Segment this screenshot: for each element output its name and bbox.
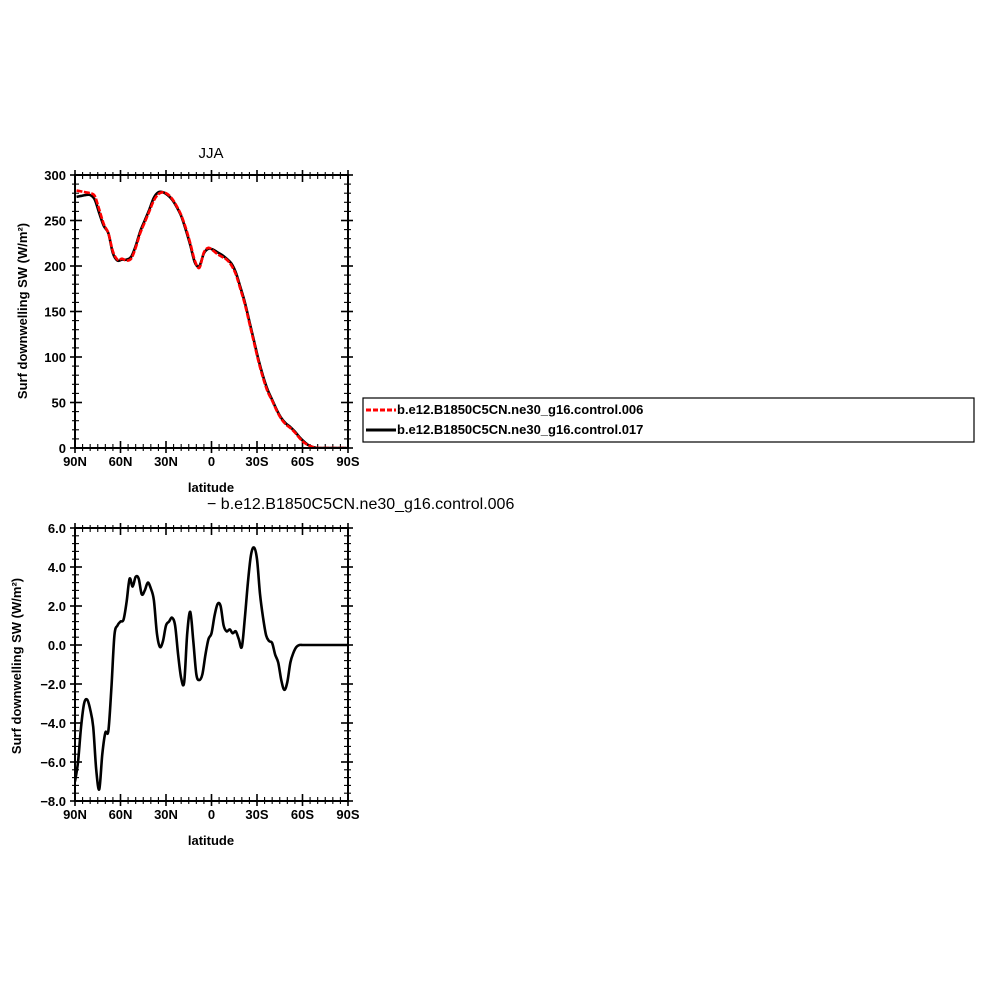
bottom-y-tick-label: 0.0 — [48, 638, 66, 653]
bottom-x-tick-label: 30S — [245, 807, 268, 822]
top-x-tick-label: 0 — [208, 454, 215, 469]
bottom-x-axis-label: latitude — [188, 833, 234, 848]
bottom-y-tick-label: 6.0 — [48, 521, 66, 536]
legend-label-series-1: b.e12.B1850C5CN.ne30_g16.control.006 — [397, 402, 643, 417]
top-y-tick-label: 150 — [44, 305, 66, 320]
bottom-panel: − b.e12.B1850C5CN.ne30_g16.control.006 9… — [9, 496, 514, 848]
top-x-tick-label: 90S — [336, 454, 359, 469]
bottom-x-tick-label: 30N — [154, 807, 178, 822]
top-x-tick-label: 60S — [291, 454, 314, 469]
top-plot-frame — [74, 174, 349, 449]
legend-box — [362, 397, 975, 443]
bottom-y-tick-label: 4.0 — [48, 560, 66, 575]
top-y-tick-label: 250 — [44, 214, 66, 229]
bottom-y-tick-label: −8.0 — [40, 794, 66, 809]
top-y-tick-label: 100 — [44, 350, 66, 365]
bottom-plot-frame — [74, 527, 349, 802]
top-y-axis-label: Surf downwelling SW (W/m²) — [15, 223, 30, 399]
bottom-x-tick-label: 0 — [208, 807, 215, 822]
bottom-y-tick-label: 2.0 — [48, 599, 66, 614]
bottom-chart-subtitle: − b.e12.B1850C5CN.ne30_g16.control.006 — [207, 496, 514, 513]
top-x-tick-label: 90N — [63, 454, 87, 469]
top-y-tick-label: 50 — [52, 396, 66, 411]
top-y-tick-label: 0 — [59, 441, 66, 456]
top-series-line-1 — [76, 189, 347, 448]
top-plot-area: 90N 60N 30N 0 30S 60S 90S 0 50 100 150 200 250 300 — [44, 168, 360, 469]
bottom-y-tick-label: −2.0 — [40, 677, 66, 692]
bottom-y-tick-label: −4.0 — [40, 716, 66, 731]
bottom-x-tick-label: 60S — [291, 807, 314, 822]
bottom-plot-area: 90N 60N 30N 0 30S 60S 90S −8.0 −6.0 −4.0 −2.0 0.0 2.… — [40, 521, 360, 822]
bottom-x-tick-label: 60N — [109, 807, 133, 822]
top-chart-title: JJA — [198, 145, 223, 162]
top-x-axis-label: latitude — [188, 480, 234, 495]
top-y-tick-label: 200 — [44, 259, 66, 274]
top-x-tick-label: 60N — [109, 454, 133, 469]
legend: b.e12.B1850C5CN.ne30_g16.control.006 b.e… — [362, 397, 975, 443]
bottom-x-tick-label: 90N — [63, 807, 87, 822]
top-panel: JJA 90N 60N 30N 0 30S 60S 90S 0 50 100 150 200 250 30… — [15, 145, 360, 495]
bottom-x-tick-label: 90S — [336, 807, 359, 822]
bottom-y-tick-label: −6.0 — [40, 755, 66, 770]
bottom-series-line-1 — [75, 546, 348, 791]
top-series-line-2 — [76, 190, 347, 448]
bottom-y-axis-label: Surf downwelling SW (W/m²) — [9, 578, 24, 754]
top-x-tick-label: 30S — [245, 454, 268, 469]
top-x-tick-label: 30N — [154, 454, 178, 469]
top-y-tick-label: 300 — [44, 168, 66, 183]
legend-label-series-2: b.e12.B1850C5CN.ne30_g16.control.017 — [397, 422, 643, 437]
